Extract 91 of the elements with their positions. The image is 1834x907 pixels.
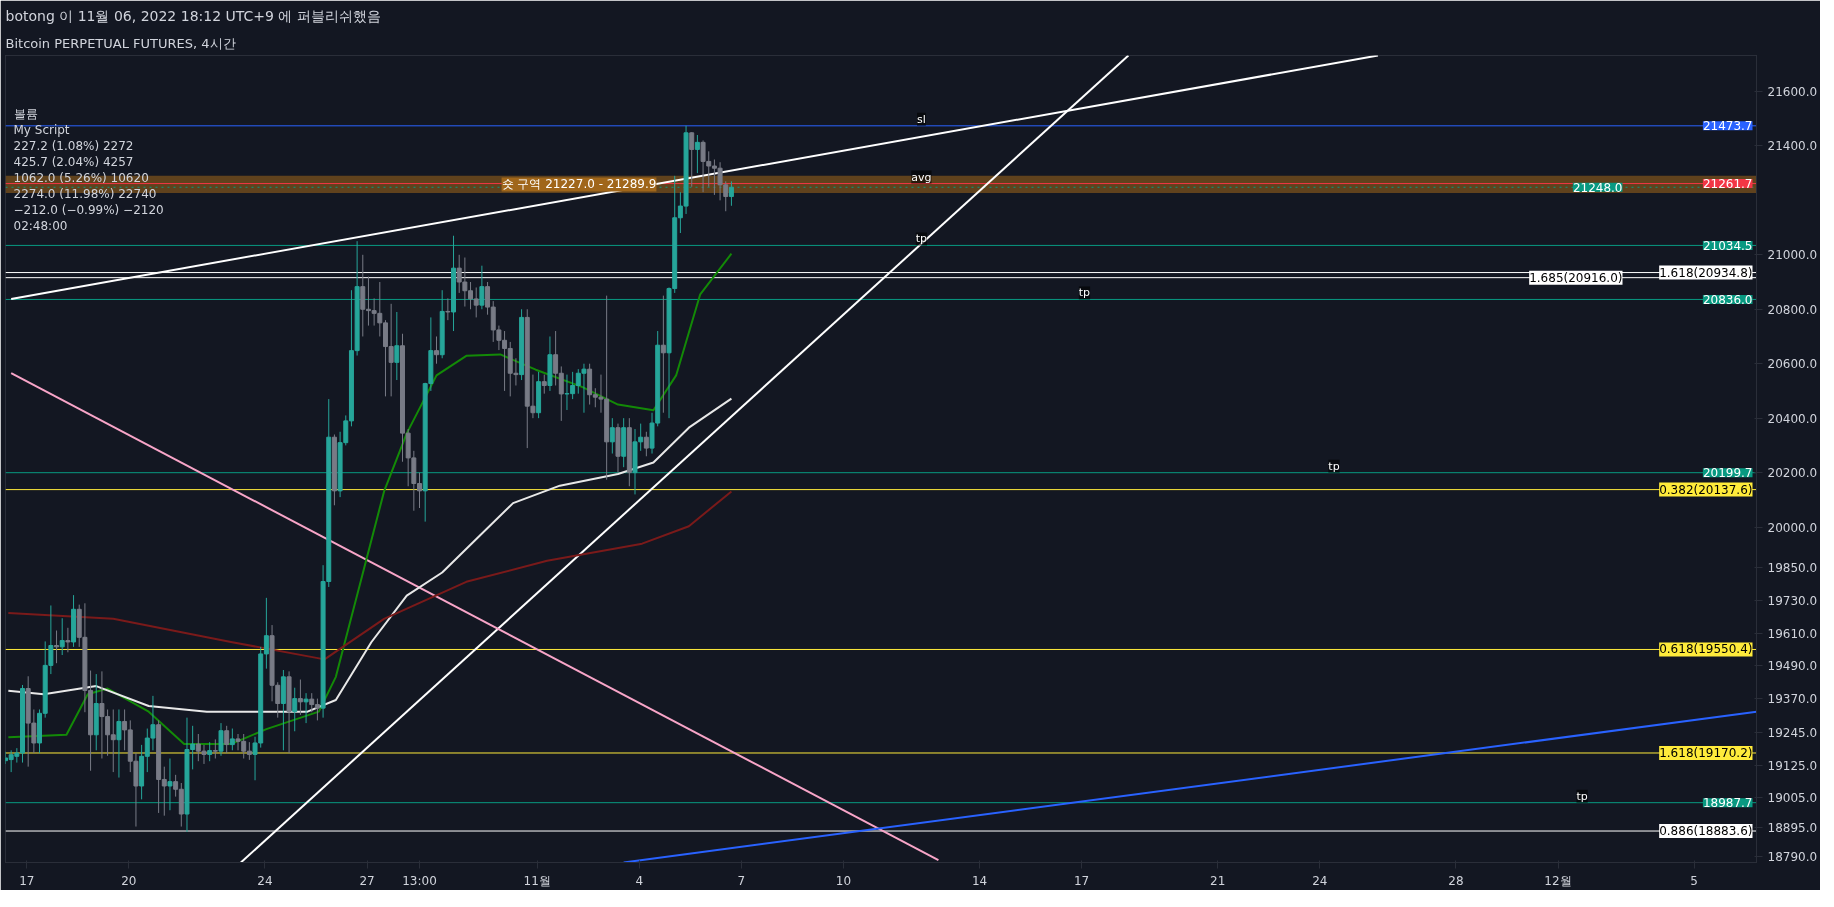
x-tick-label: 20 (121, 873, 137, 888)
y-tick-label: 20600.0 (1767, 357, 1818, 372)
y-tick-label: 19245.0 (1767, 726, 1818, 741)
candlestick (218, 722, 224, 757)
annotation: 볼륨 (13, 106, 38, 121)
candlestick (297, 679, 303, 716)
y-tick-label: 21400.0 (1767, 139, 1818, 154)
x-tick-label: 17 (1073, 873, 1090, 888)
line-series (7, 252, 733, 746)
y-tick-label: 20000.0 (1767, 520, 1818, 535)
x-tick-label: 11월 (523, 873, 551, 888)
candlestick (609, 417, 615, 455)
ref-line-label: 21034.5 (1702, 238, 1753, 253)
y-tick-label: 19005.0 (1767, 791, 1818, 806)
annotation: tp (1328, 459, 1340, 473)
ref-line-label: 0.618(19550.4) (1659, 642, 1753, 657)
annotation: 1062.0 (5.26%) 10620 (13, 170, 149, 185)
ref-line-label: 18987.7 (1702, 796, 1753, 811)
candlestick (694, 134, 700, 174)
candlestick (59, 617, 65, 656)
ref-line-label: 21261.7 (1702, 177, 1753, 192)
candlestick (303, 692, 309, 724)
y-tick-label: 20200.0 (1767, 466, 1818, 481)
annotation: sl (917, 112, 926, 126)
x-tick-label: 4 (635, 873, 644, 888)
annotation: avg (911, 170, 932, 184)
ref-line-label: 0.886(18883.6) (1659, 824, 1753, 839)
annotation: My Script (13, 122, 70, 137)
annotation: tp (1576, 789, 1588, 803)
y-tick-label: 21000.0 (1767, 248, 1818, 263)
candlestick (224, 725, 230, 754)
annotation: 227.2 (1.08%) 2272 (13, 138, 134, 153)
ref-line-label: 21473.7 (1702, 119, 1753, 134)
x-tick-label: 28 (1448, 873, 1464, 888)
x-tick-label: 24 (257, 873, 273, 888)
candlestick (445, 297, 451, 321)
x-tick-label: 12월 (1544, 873, 1572, 888)
x-tick-label: 24 (1312, 873, 1328, 888)
candlestick (167, 757, 173, 811)
candlestick (728, 180, 734, 207)
ref-line-label: 1.618(20934.8) (1659, 265, 1753, 280)
y-tick-label: 19370.0 (1767, 692, 1818, 707)
candlestick (479, 265, 485, 310)
candlestick (541, 374, 547, 395)
candlestick (229, 728, 235, 751)
ref-line-label: 0.382(20137.6) (1659, 482, 1753, 497)
band-label: 숏 구역 21227.0 - 21289.9 (501, 177, 657, 192)
x-tick-label: 14 (971, 873, 988, 888)
y-tick-label: 18790.0 (1767, 850, 1818, 865)
candlestick (116, 708, 122, 779)
y-tick-label: 21600.0 (1767, 84, 1818, 99)
x-tick-label: 17 (19, 873, 35, 888)
chart-title: botong 이 11월 06, 2022 18:12 UTC+9 에 퍼블리쉬했음 (5, 7, 381, 24)
y-tick-label: 19125.0 (1767, 758, 1818, 773)
candlestick (689, 131, 695, 188)
x-tick-label: 10 (835, 873, 852, 888)
line-series (7, 397, 733, 713)
x-tick-label: 5 (1690, 873, 1698, 888)
x-tick-label: 27 (359, 873, 375, 888)
y-tick-label: 19730.0 (1767, 594, 1818, 609)
candlestick (65, 627, 71, 653)
x-tick-label: 7 (737, 873, 746, 888)
candlestick (394, 311, 400, 381)
x-tick-label: 13:00 (402, 873, 437, 888)
line-series (7, 490, 733, 661)
y-tick-label: 20400.0 (1767, 411, 1818, 426)
candlestick (643, 431, 649, 457)
annotation: −212.0 (−0.99%) −2120 (13, 202, 164, 217)
candlestick (212, 738, 218, 759)
ref-line-label: 20836.0 (1702, 292, 1753, 307)
candlestick (207, 741, 213, 762)
y-tick-label: 19490.0 (1767, 659, 1818, 674)
candlestick (292, 687, 298, 732)
y-tick-label: 19850.0 (1767, 561, 1818, 576)
chart-subtitle: Bitcoin PERPETUAL FUTURES, 4시간 (5, 35, 236, 51)
annotation: tp (915, 232, 928, 246)
y-tick-label: 18895.0 (1767, 821, 1818, 836)
candlestick (434, 335, 439, 365)
ref-line-label: 20199.7 (1702, 466, 1753, 481)
ref-line-label: 21248.0 (1572, 180, 1623, 195)
annotation: 425.7 (2.04%) 4257 (13, 154, 134, 169)
ref-line-label: 1.618(19170.2) (1659, 745, 1753, 760)
y-tick-label: 19610.0 (1767, 626, 1818, 641)
annotation: 2274.0 (11.98%) 22740 (13, 186, 157, 201)
annotation: tp (1078, 286, 1091, 300)
candlestick (660, 295, 666, 414)
annotation: 02:48:00 (13, 218, 68, 233)
y-tick-label: 20800.0 (1767, 302, 1818, 317)
candlestick (54, 630, 60, 664)
ref-line-label: 1.685(20916.0) (1529, 270, 1623, 285)
x-tick-label: 21 (1210, 873, 1226, 888)
